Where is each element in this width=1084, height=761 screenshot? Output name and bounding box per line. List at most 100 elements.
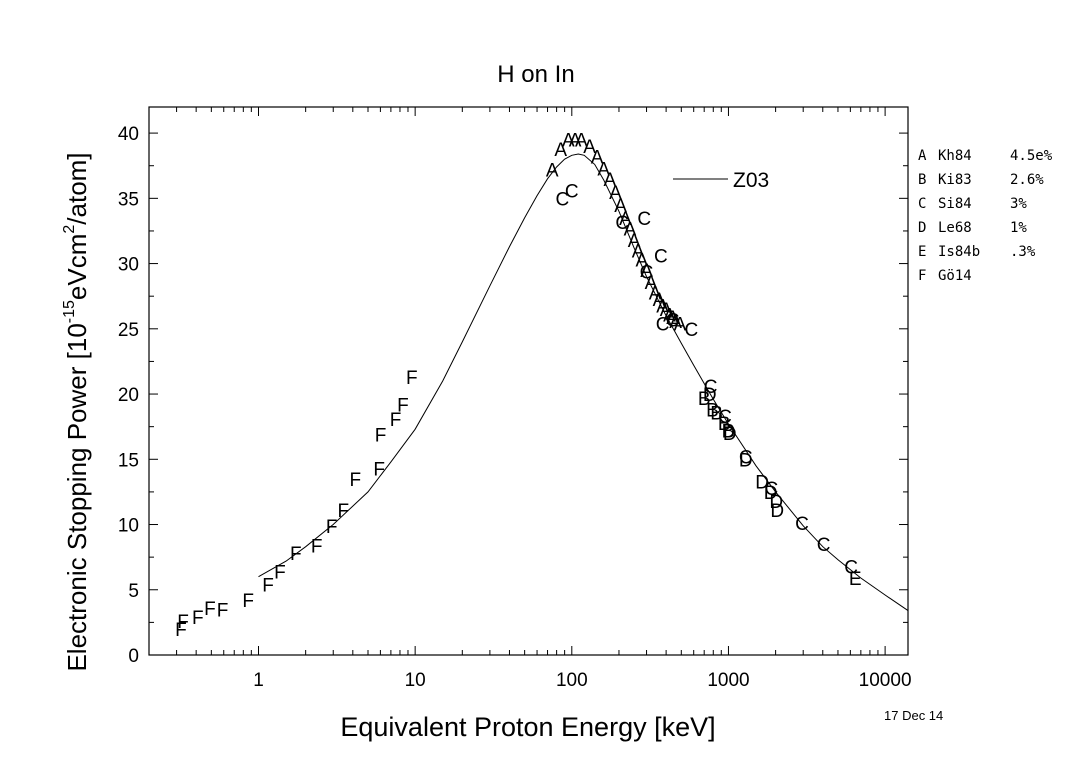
- data-point-f: F: [326, 517, 338, 538]
- data-point-c: C: [718, 407, 732, 428]
- data-point-a: A: [546, 161, 559, 182]
- data-point-a: A: [583, 137, 596, 158]
- data-point-d: D: [769, 492, 783, 513]
- legend-row: B Ki83 2.6%: [918, 168, 1052, 192]
- data-point-a: A: [614, 196, 627, 217]
- data-point-d: D: [703, 385, 717, 406]
- data-point-b: B: [706, 401, 719, 422]
- legend-ref: Le68: [938, 220, 972, 236]
- data-point-f: F: [350, 470, 362, 491]
- data-point-a: A: [609, 183, 622, 204]
- data-point-a: A: [645, 273, 658, 294]
- data-point-c: C: [656, 315, 670, 336]
- legend-ref: Gö14: [938, 268, 972, 284]
- data-point-b: B: [698, 389, 711, 410]
- data-point-a: A: [569, 131, 582, 152]
- data-point-a: A: [640, 261, 653, 282]
- data-point-f: F: [204, 599, 216, 620]
- data-point-a: A: [628, 231, 641, 252]
- data-point-a: A: [554, 140, 567, 161]
- data-point-c: C: [666, 311, 680, 332]
- data-point-a: A: [669, 312, 682, 333]
- data-point-a: A: [656, 296, 669, 317]
- legend-row: F Gö14: [918, 264, 1052, 288]
- data-point-f: F: [338, 501, 350, 522]
- data-point-c: C: [637, 209, 651, 230]
- x-axis-label: Equivalent Proton Energy [keV]: [340, 712, 715, 742]
- data-point-f: F: [290, 544, 302, 565]
- data-point-f: F: [274, 562, 286, 583]
- data-point-a: A: [666, 308, 679, 329]
- data-point-c: C: [844, 557, 858, 578]
- data-point-f: F: [175, 620, 187, 641]
- dataset-legend: A Kh84 4.5e% B Ki83 2.6% C Si84 3% D Le68 1% E Is84b.…: [918, 144, 1052, 288]
- legend-error: .3%: [1010, 244, 1036, 260]
- data-point-d: D: [755, 472, 769, 493]
- data-point-b: B: [718, 414, 731, 435]
- legend-error: 2.6%: [1010, 172, 1044, 188]
- legend-row: D Le68 1%: [918, 216, 1052, 240]
- x-tick-label: 100: [556, 670, 588, 691]
- x-tick-label: 10: [405, 670, 426, 691]
- data-point-a: A: [660, 300, 673, 321]
- data-point-c: C: [615, 213, 629, 234]
- data-point-f: F: [262, 576, 274, 597]
- data-point-f: F: [177, 612, 189, 633]
- legend-code: E: [918, 244, 927, 260]
- data-point-c: C: [685, 320, 699, 341]
- data-point-c: C: [817, 535, 831, 556]
- data-point-a: A: [597, 159, 610, 180]
- legend-curve-name: Z03: [733, 169, 769, 192]
- data-point-a: A: [604, 170, 617, 191]
- data-point-c: C: [565, 182, 579, 203]
- legend-ref: Si84: [938, 196, 972, 212]
- data-point-a: A: [632, 242, 645, 263]
- y-tick-label: 5: [128, 581, 139, 602]
- data-point-f: F: [390, 410, 402, 431]
- data-point-c: C: [765, 479, 779, 500]
- data-point-a: A: [562, 131, 575, 152]
- legend-ref: Kh84: [938, 148, 972, 164]
- plot-frame: [148, 106, 909, 656]
- data-point-f: F: [192, 608, 204, 629]
- x-tick-label: 10000: [859, 670, 912, 691]
- date-stamp: 17 Dec 14: [884, 708, 944, 723]
- data-point-f: F: [217, 600, 229, 621]
- y-axis-label-unit: eVcm: [62, 234, 92, 300]
- legend-code: A: [918, 148, 927, 164]
- legend-ref: Ki83: [938, 172, 972, 188]
- legend-ref: Is84b: [938, 244, 981, 260]
- data-point-a: A: [619, 209, 632, 230]
- x-tick-label: 1: [253, 670, 264, 691]
- x-tick-label: 1000: [707, 670, 749, 691]
- y-tick-label: 35: [118, 189, 139, 210]
- y-tick-label: 10: [118, 516, 139, 537]
- legend-row: E Is84b .3%: [918, 240, 1052, 264]
- data-point-c: C: [739, 448, 753, 469]
- legend-error: 4.5e%: [1010, 148, 1053, 164]
- data-point-f: F: [406, 368, 418, 389]
- y-axis-label-main: Electronic Stopping Power [10: [62, 323, 92, 671]
- data-point-f: F: [373, 459, 385, 480]
- data-point-b: B: [722, 422, 735, 443]
- legend-error: 3%: [1010, 196, 1027, 212]
- data-point-a: A: [653, 290, 666, 311]
- data-point-d: D: [723, 424, 737, 445]
- y-tick-label: 25: [118, 320, 139, 341]
- data-point-c: C: [555, 189, 569, 210]
- y-axis-label: Electronic Stopping Power [10-15eVcm2/at…: [61, 152, 92, 671]
- data-point-d: D: [722, 422, 736, 443]
- y-tick-label: 15: [118, 450, 139, 471]
- curve-layer: [258, 153, 909, 612]
- legend-error: 1%: [1010, 220, 1027, 236]
- data-point-c: C: [654, 247, 668, 268]
- data-point-d: D: [770, 501, 784, 522]
- data-point-a: A: [636, 251, 649, 272]
- axes: 1 10 100 1000 10000 0 5 10 15 20 25 30 35 40: [118, 107, 912, 691]
- data-point-e: E: [849, 569, 862, 590]
- legend-row: A Kh84 4.5e%: [918, 144, 1052, 168]
- data-point-a: A: [674, 315, 687, 336]
- data-point-f: F: [242, 591, 254, 612]
